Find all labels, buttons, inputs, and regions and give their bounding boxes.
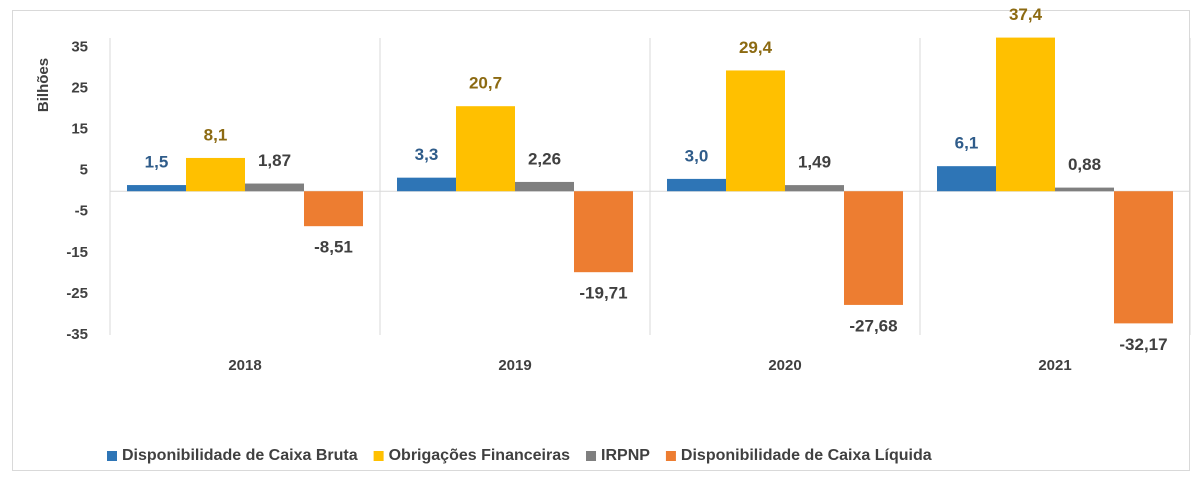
bar xyxy=(996,37,1055,192)
value-label: 2,26 xyxy=(528,149,561,168)
bar xyxy=(844,191,903,305)
legend-swatch xyxy=(586,451,597,461)
y-axis-label: Bilhões xyxy=(35,58,52,112)
value-label: 1,87 xyxy=(258,151,291,170)
value-label: 1,49 xyxy=(798,153,831,172)
bar xyxy=(1055,187,1114,192)
legend-label: Obrigações Financeiras xyxy=(389,447,571,464)
x-tick-label: 2019 xyxy=(498,357,531,374)
bar xyxy=(785,185,844,192)
bar xyxy=(667,178,726,192)
value-label: -8,51 xyxy=(314,238,353,257)
value-label: 37,4 xyxy=(1009,5,1043,24)
y-tick-label: -35 xyxy=(66,326,88,343)
legend-label: Disponibilidade de Caixa Líquida xyxy=(681,447,932,464)
value-label: 3,3 xyxy=(415,145,439,164)
bar xyxy=(456,106,515,192)
x-tick-label: 2018 xyxy=(228,357,261,374)
value-label: 20,7 xyxy=(469,74,502,93)
value-label: 8,1 xyxy=(204,125,228,144)
value-label: -27,68 xyxy=(849,316,897,335)
y-tick-label: 15 xyxy=(71,121,88,138)
value-label: 0,88 xyxy=(1068,155,1101,174)
legend-label: Disponibilidade de Caixa Bruta xyxy=(122,447,358,464)
value-label: 3,0 xyxy=(685,146,709,165)
legend-swatch xyxy=(107,451,117,461)
y-tick-label: 35 xyxy=(71,38,88,55)
y-tick-label: -25 xyxy=(66,285,88,302)
bar xyxy=(1114,191,1173,324)
bar xyxy=(726,70,785,192)
value-label: 29,4 xyxy=(739,38,773,57)
legend-swatch xyxy=(665,451,676,461)
y-tick-label: -5 xyxy=(75,203,88,220)
bar xyxy=(574,191,633,273)
bar xyxy=(304,191,363,227)
legend-label: IRPNP xyxy=(601,447,650,464)
bar xyxy=(245,183,304,192)
bar xyxy=(127,185,186,192)
y-tick-label: 5 xyxy=(80,162,88,179)
x-tick-label: 2020 xyxy=(768,357,801,374)
y-tick-label: -15 xyxy=(66,244,88,261)
bar xyxy=(397,177,456,192)
x-tick-label: 2021 xyxy=(1038,357,1071,374)
y-tick-label: 25 xyxy=(71,79,88,96)
value-label: 6,1 xyxy=(955,134,979,153)
bar xyxy=(937,166,996,192)
bar xyxy=(186,157,245,192)
legend-swatch xyxy=(373,451,384,461)
value-label: -19,71 xyxy=(579,284,627,303)
value-label: -32,17 xyxy=(1119,335,1167,354)
bar xyxy=(515,181,574,192)
value-label: 1,5 xyxy=(145,153,169,172)
